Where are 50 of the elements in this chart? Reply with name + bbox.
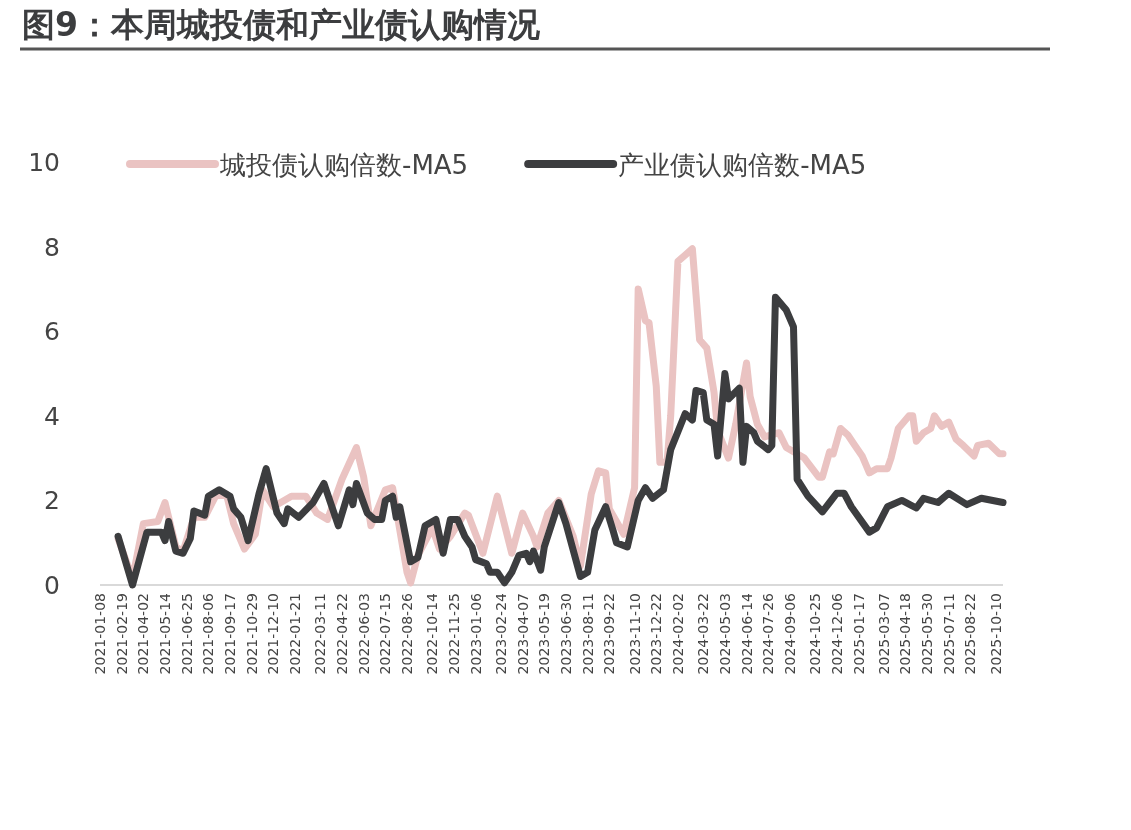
x-tick-label: 2025-08-22	[962, 593, 979, 675]
x-tick-label: 2021-01-08	[92, 593, 108, 675]
x-tick-label: 2022-08-26	[399, 592, 416, 675]
x-tick-label: 2023-06-30	[557, 593, 574, 675]
x-tick-label: 2021-12-10	[265, 593, 282, 675]
x-tick-label: 2023-12-22	[648, 593, 665, 675]
x-tick-label: 2023-11-10	[626, 593, 643, 675]
x-tick-label: 2024-03-22	[695, 593, 712, 675]
x-tick-label: 2022-06-03	[355, 593, 372, 675]
x-tick-label: 2024-05-03	[716, 593, 733, 675]
x-tick-label: 2024-10-25	[807, 593, 824, 675]
x-tick-label: 2022-10-14	[424, 592, 441, 675]
x-tick-label: 2023-04-07	[514, 593, 531, 675]
x-tick-label: 2021-09-17	[222, 593, 239, 675]
x-tick-label: 2023-01-06	[467, 592, 484, 675]
chart-title: 图9：本周城投债和产业债认购情况	[22, 5, 541, 44]
x-tick-label: 2025-01-17	[850, 593, 867, 675]
y-tick-label: 0	[44, 571, 60, 600]
x-tick-label: 2021-10-29	[243, 593, 260, 675]
x-tick-label: 2025-04-18	[897, 593, 914, 675]
x-tick-label: 2025-05-30	[919, 593, 936, 675]
y-tick-label: 8	[44, 232, 60, 262]
x-tick-label: 2025-10-10	[987, 593, 1004, 675]
y-tick-label: 6	[44, 317, 60, 347]
x-tick-label: 2022-11-25	[445, 593, 462, 675]
x-tick-label: 2021-02-19	[113, 593, 130, 675]
y-tick-label: 4	[44, 401, 60, 431]
y-tick-label: 10	[28, 148, 60, 177]
x-tick-label: 2023-08-11	[579, 593, 596, 675]
x-tick-label: 2023-02-24	[492, 592, 509, 675]
x-tick-label: 2024-07-26	[760, 592, 777, 675]
x-tick-label: 2024-02-02	[669, 593, 686, 675]
x-tick-label: 2022-07-15	[377, 593, 394, 675]
x-tick-label: 2024-06-14	[738, 592, 755, 675]
x-tick-label: 2024-12-06	[828, 592, 845, 675]
x-tick-label: 2021-06-25	[178, 593, 195, 675]
x-tick-label: 2023-05-19	[536, 593, 553, 675]
x-tick-label: 2024-09-06	[781, 592, 798, 675]
x-tick-label: 2022-01-21	[287, 593, 304, 675]
x-tick-label: 2025-07-11	[940, 593, 957, 675]
x-tick-label: 2022-04-22	[334, 593, 350, 675]
legend-label: 城投债认购倍数-MA5	[219, 150, 469, 180]
legend-label: 产业债认购倍数-MA5	[618, 150, 867, 180]
x-tick-label: 2021-08-06	[200, 592, 217, 675]
x-tick-label: 2025-03-07	[875, 593, 892, 675]
y-tick-label: 2	[44, 486, 60, 516]
x-tick-label: 2022-03-11	[312, 593, 329, 675]
x-tick-label: 2021-05-14	[157, 592, 174, 675]
x-tick-label: 2021-04-02	[135, 593, 152, 675]
x-tick-label: 2023-09-22	[601, 593, 618, 675]
